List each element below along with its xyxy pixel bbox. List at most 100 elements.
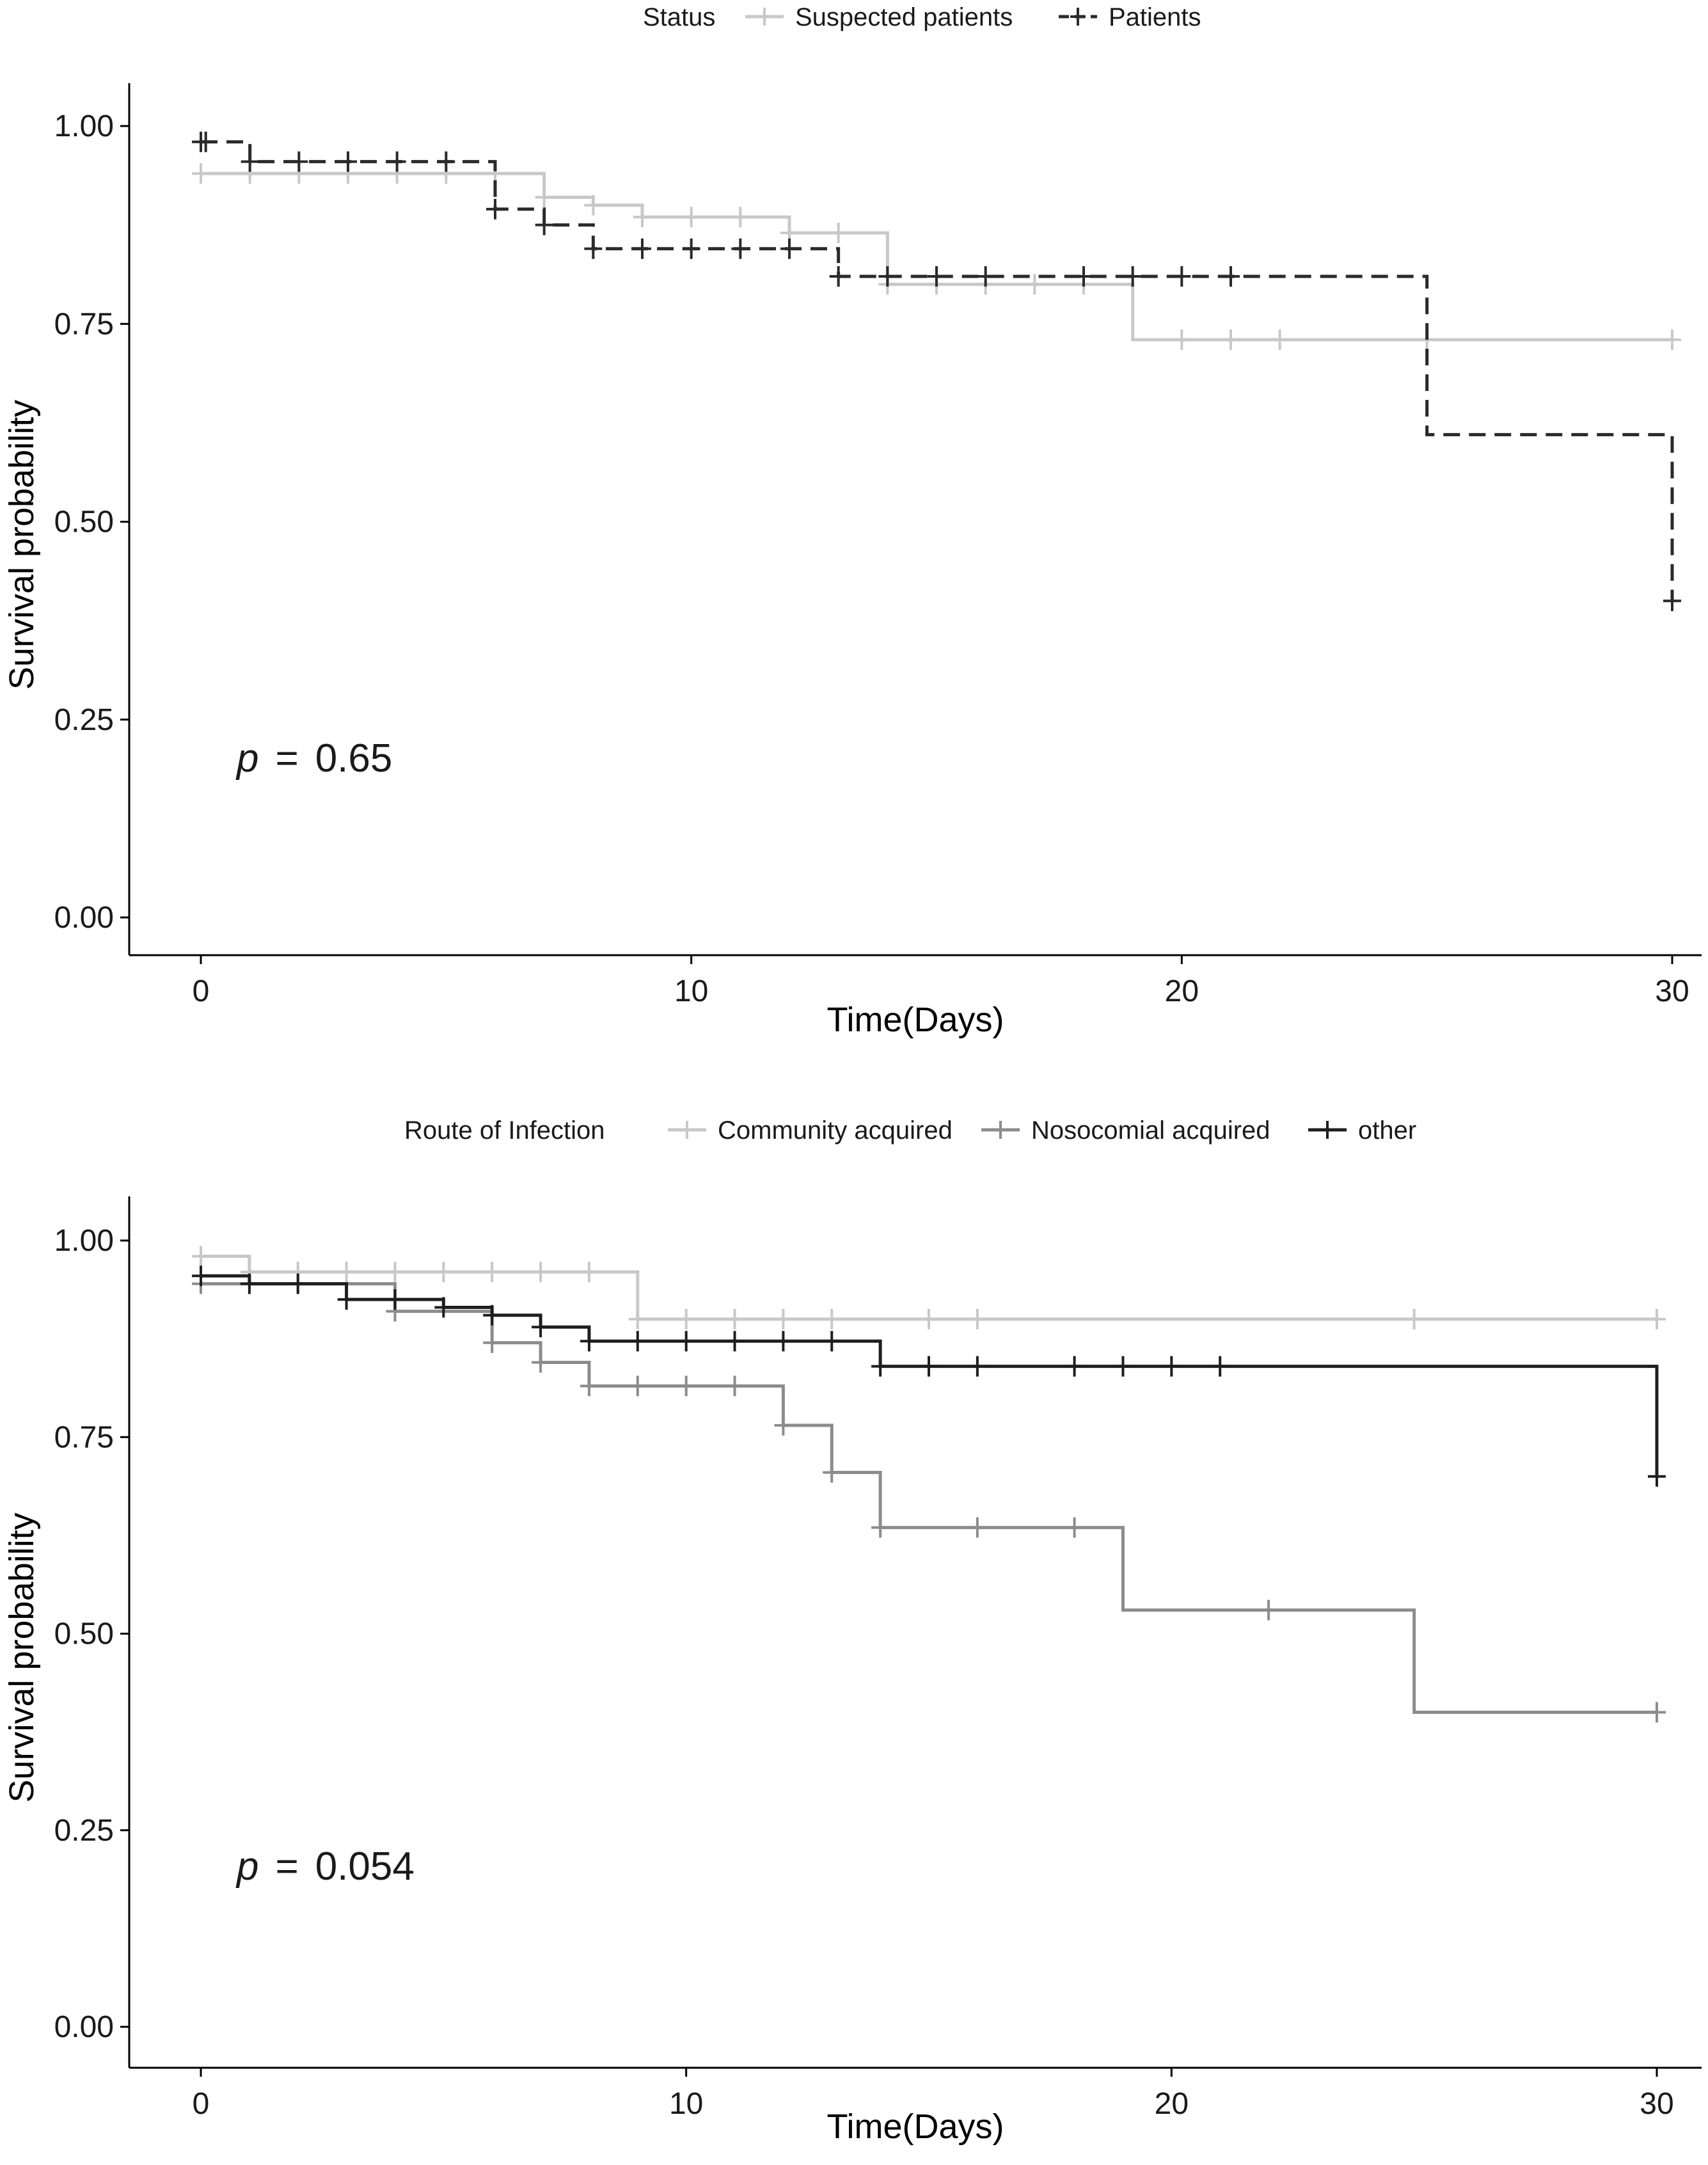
survival-curve	[201, 140, 1674, 601]
censor-mark	[829, 222, 848, 243]
censor-mark	[584, 238, 603, 259]
censor-mark	[725, 1376, 744, 1397]
y-tick-label: 0.50	[54, 505, 114, 539]
series-suspected-patients	[192, 163, 1681, 350]
legend-label: Nosocomial acquired	[1031, 1116, 1270, 1145]
censor-mark	[289, 1273, 307, 1294]
legend: Status Suspected patients Patients	[643, 3, 1201, 31]
censor-mark	[823, 1462, 841, 1483]
legend: Route of Infection Community acquired Noso…	[404, 1116, 1416, 1145]
censor-mark	[532, 1352, 550, 1373]
p-value-annotation: p = 0.054	[235, 1844, 415, 1889]
y-tick-label: 0.50	[54, 1617, 114, 1651]
censor-mark	[580, 1376, 598, 1397]
x-tick-label: 20	[1155, 2087, 1189, 2121]
censor-mark	[1075, 266, 1093, 287]
chart-panel-1: 0.00 0.25 0.50 0.75 1.00 0 10 20 30 Time(Days) Sur…	[3, 3, 1702, 1039]
censor-mark	[1222, 329, 1240, 350]
series-nosocomial-acquired	[192, 1273, 1666, 1723]
p-symbol: p	[235, 736, 258, 781]
censor-mark	[386, 1262, 404, 1283]
censor-mark	[486, 198, 504, 219]
censor-mark	[878, 266, 897, 287]
censor-mark	[1270, 329, 1289, 350]
censor-mark	[386, 1289, 404, 1310]
censor-mark	[1648, 1466, 1666, 1487]
y-axis-title: Survival probability	[3, 1512, 41, 1802]
censor-mark	[192, 163, 210, 184]
censor-mark	[483, 1332, 502, 1353]
censor-mark	[1065, 1517, 1084, 1538]
censor-mark	[1405, 1308, 1423, 1329]
censor-mark	[196, 131, 215, 152]
censor-mark	[731, 207, 750, 228]
y-tick-label: 0.25	[54, 1814, 114, 1848]
y-tick-label: 0.25	[54, 703, 114, 737]
censor-mark	[434, 1297, 453, 1318]
x-tick-label: 30	[1655, 974, 1689, 1008]
x-axis-title: Time(Days)	[827, 1001, 1004, 1039]
series-community-acquired	[192, 1246, 1666, 1329]
censor-mark	[1648, 1702, 1666, 1723]
censor-mark	[1173, 329, 1191, 350]
censor-mark	[339, 151, 357, 172]
survival-curve	[201, 1282, 1657, 1714]
legend-key	[1059, 8, 1097, 26]
censor-mark	[532, 1262, 550, 1283]
y-tick-label: 1.00	[54, 109, 114, 143]
censor-mark	[677, 1331, 695, 1352]
x-tick-label: 10	[669, 2087, 703, 2121]
censor-mark	[434, 1262, 453, 1283]
y-tick-label: 0.75	[54, 1420, 114, 1454]
legend-key	[668, 1121, 706, 1139]
p-equals: =	[275, 736, 298, 781]
censor-mark	[928, 266, 945, 287]
legend-title: Status	[643, 3, 715, 31]
p-value-annotation: p = 0.65	[235, 736, 392, 781]
censor-mark	[725, 1308, 744, 1329]
censor-mark	[823, 1308, 841, 1329]
legend-key	[981, 1121, 1020, 1139]
x-tick-label: 20	[1165, 974, 1199, 1008]
y-tick-label: 0.75	[54, 307, 114, 341]
y-tick-label: 0.00	[54, 2010, 114, 2044]
censor-mark	[580, 1262, 598, 1283]
legend-title: Route of Infection	[404, 1116, 605, 1145]
x-tick-label: 30	[1640, 2087, 1673, 2121]
censor-mark	[241, 151, 259, 172]
censor-mark	[1211, 1356, 1230, 1377]
censor-mark	[1114, 1356, 1132, 1377]
censor-mark	[437, 151, 455, 172]
censor-mark	[968, 1356, 986, 1377]
censor-mark	[483, 1305, 502, 1326]
censor-mark	[774, 1331, 793, 1352]
p-value: 0.65	[315, 736, 393, 781]
censor-mark	[920, 1356, 938, 1377]
legend-label: other	[1358, 1116, 1416, 1145]
x-tick-label: 0	[193, 974, 210, 1008]
x-tick-label: 0	[193, 2087, 210, 2121]
censor-mark	[823, 1331, 841, 1352]
censor-mark	[532, 1317, 550, 1338]
censor-mark	[1065, 1356, 1084, 1377]
censor-mark	[1173, 266, 1191, 287]
y-tick-label: 0.00	[54, 901, 114, 935]
censor-mark	[682, 238, 700, 259]
censor-mark	[633, 207, 651, 228]
censor-mark	[584, 194, 603, 216]
censor-mark	[774, 1415, 793, 1436]
p-equals: =	[275, 1844, 298, 1889]
censor-mark	[580, 1331, 598, 1352]
censor-mark	[682, 207, 700, 228]
censor-mark	[677, 1308, 695, 1329]
censor-mark	[1663, 329, 1681, 350]
censor-mark	[290, 151, 308, 172]
censor-mark	[192, 1265, 210, 1287]
censor-mark	[1648, 1308, 1666, 1329]
censor-mark	[780, 238, 798, 259]
censor-mark	[774, 1308, 793, 1329]
censor-mark	[968, 1308, 986, 1329]
series-other	[192, 1265, 1666, 1487]
legend-label: Suspected patients	[795, 3, 1013, 31]
censor-mark	[1025, 274, 1044, 295]
